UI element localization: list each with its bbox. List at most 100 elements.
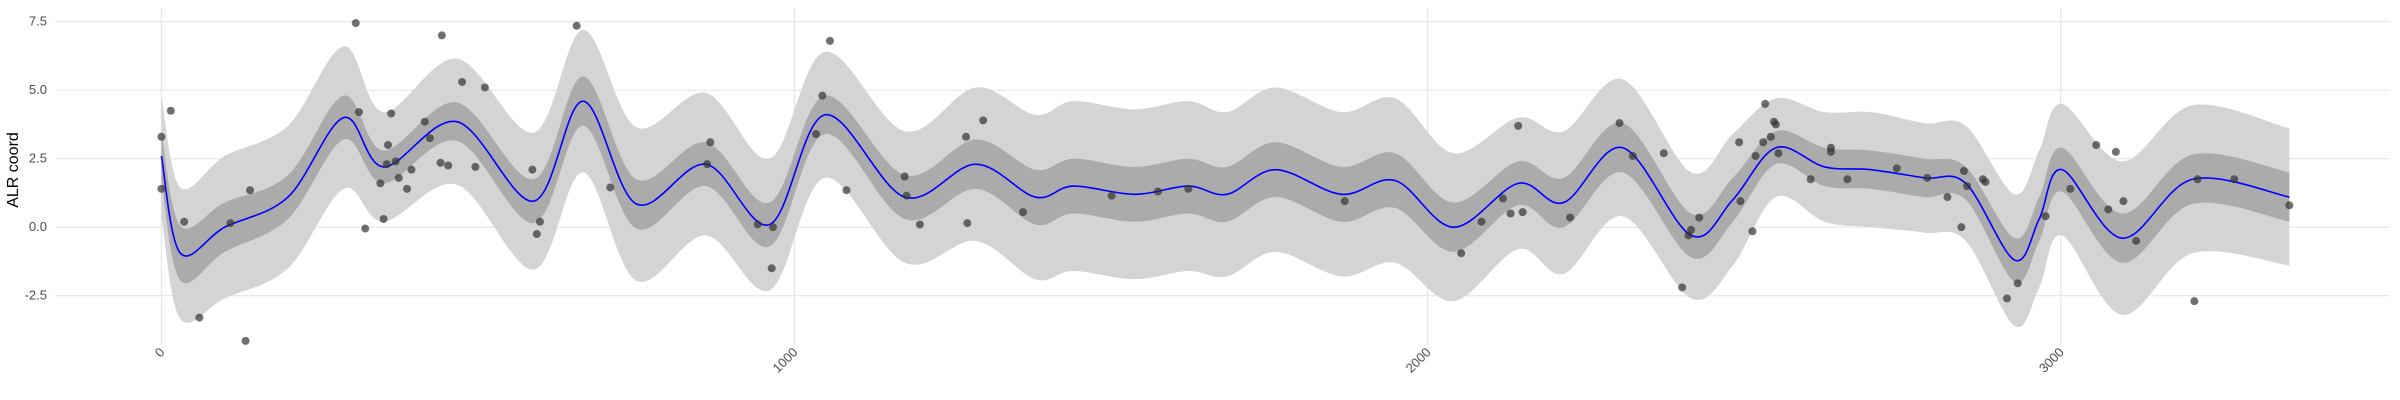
data-point (2092, 140, 2101, 149)
data-point (1843, 175, 1852, 184)
data-point (226, 219, 235, 228)
data-point (2285, 201, 2294, 210)
y-tick-label: 2.5 (29, 151, 47, 166)
data-point (532, 230, 541, 239)
data-point (963, 219, 972, 228)
data-point (528, 165, 537, 174)
data-point (606, 183, 615, 192)
data-point (825, 36, 834, 45)
ribbon (161, 76, 2290, 284)
data-point (2132, 236, 2141, 245)
data-point (1184, 184, 1193, 193)
y-tick-label: 0.0 (29, 219, 47, 234)
data-point (471, 162, 480, 171)
data-point (1457, 249, 1466, 258)
fit-line (160, 100, 2290, 262)
data-point (420, 117, 429, 126)
data-point (572, 21, 581, 30)
data-point (1981, 177, 1990, 186)
y-tick-label: -2.5 (25, 288, 47, 303)
data-point (1678, 283, 1687, 292)
x-tick-label: 0 (152, 345, 168, 361)
data-point (902, 191, 911, 200)
data-point (1806, 175, 1815, 184)
data-point (354, 108, 363, 117)
data-point (361, 224, 370, 233)
data-point (535, 217, 544, 226)
data-point (403, 184, 412, 193)
data-point (351, 19, 360, 28)
data-point (2104, 205, 2113, 214)
data-point (1766, 132, 1775, 141)
data-point (1774, 149, 1783, 158)
data-point (407, 165, 416, 174)
data-point (1826, 147, 1835, 156)
data-point (1892, 164, 1901, 173)
y-tick-label: 7.5 (29, 14, 47, 29)
data-point (2119, 197, 2128, 206)
data-point (1514, 121, 1523, 130)
data-point (979, 116, 988, 125)
data-point (180, 217, 189, 226)
data-point (1957, 223, 1966, 232)
data-point (1761, 99, 1770, 108)
data-point (703, 160, 712, 169)
data-point (842, 186, 851, 195)
data-point (2041, 212, 2050, 221)
data-point (962, 132, 971, 141)
x-tick-label: 2000 (1403, 345, 1434, 376)
data-point (2002, 294, 2011, 303)
data-point (436, 158, 445, 167)
data-point (1153, 187, 1162, 196)
data-point (382, 160, 391, 169)
data-point (1923, 173, 1932, 182)
data-point (900, 172, 909, 181)
data-point (706, 138, 715, 147)
data-point (157, 132, 166, 141)
data-point (1019, 208, 1028, 217)
data-point (1615, 119, 1624, 128)
data-point (1771, 120, 1780, 129)
data-point (1518, 208, 1527, 217)
data-point (376, 179, 385, 188)
y-axis-label: ALR coord (5, 132, 22, 208)
data-point (157, 184, 166, 193)
data-point (1628, 151, 1637, 160)
data-point (1736, 197, 1745, 206)
data-point (437, 31, 446, 40)
data-point (391, 157, 400, 166)
data-point (1687, 225, 1696, 234)
data-point (1506, 209, 1515, 218)
x-tick-label: 3000 (2036, 345, 2067, 376)
data-point (767, 264, 776, 273)
data-point (425, 134, 434, 143)
data-point (166, 106, 175, 115)
data-point (1735, 138, 1744, 147)
data-point (1107, 191, 1116, 200)
data-point (1695, 213, 1704, 222)
data-point (394, 173, 403, 182)
data-point (1566, 213, 1575, 222)
data-point (444, 161, 453, 170)
data-point (241, 336, 250, 345)
data-point (480, 83, 489, 92)
data-point (753, 220, 762, 229)
data-point (1340, 197, 1349, 206)
data-point (246, 186, 255, 195)
data-point (2066, 184, 2075, 193)
data-point (379, 214, 388, 223)
data-point (1959, 167, 1968, 176)
data-point (1748, 227, 1757, 236)
data-point (2190, 297, 2199, 306)
x-tick-label: 1000 (770, 345, 801, 376)
data-point (1751, 151, 1760, 160)
data-point (1498, 194, 1507, 203)
data-point (2013, 279, 2022, 288)
data-point (818, 91, 827, 100)
data-point (1759, 138, 1768, 147)
data-point (915, 220, 924, 229)
data-point (2193, 175, 2202, 184)
data-point (768, 223, 777, 232)
